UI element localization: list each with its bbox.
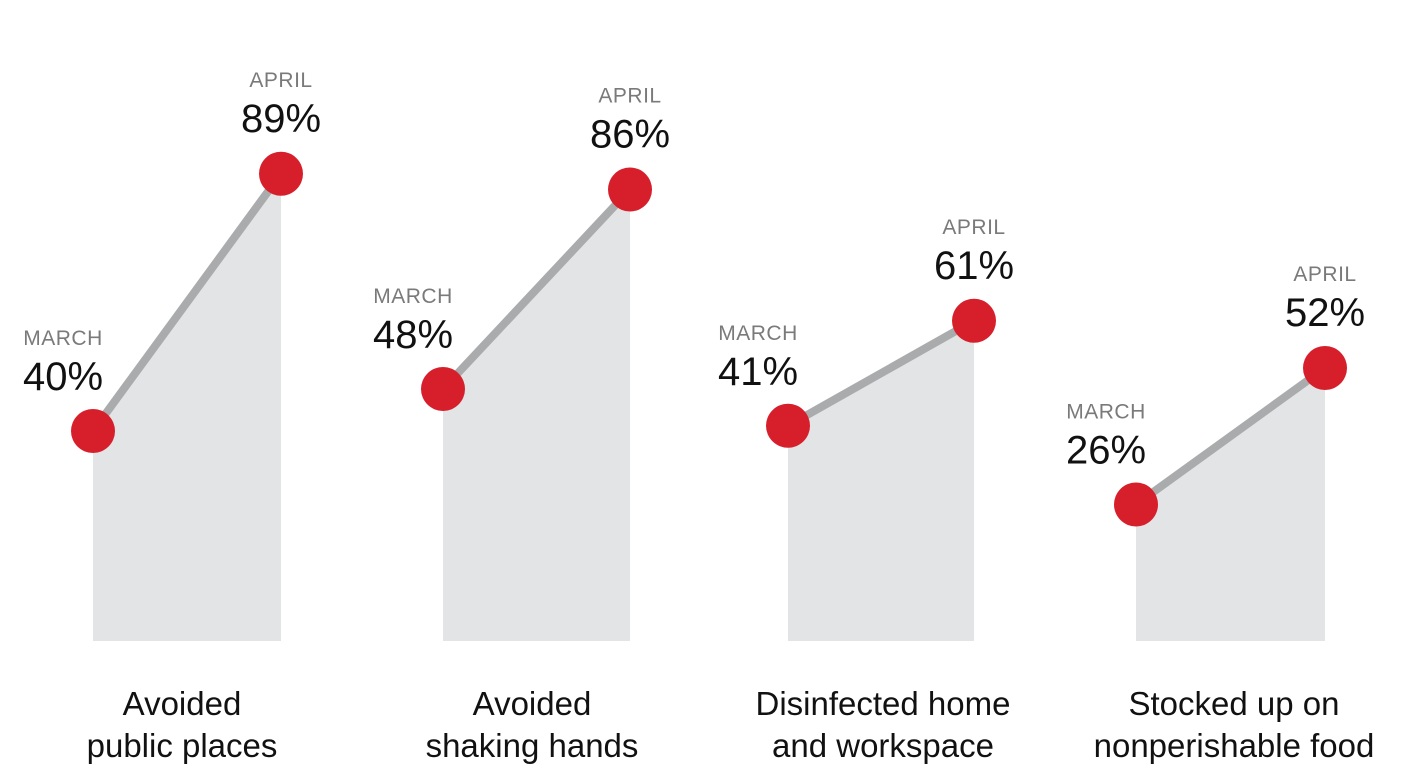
value-label-march: 40% bbox=[23, 355, 103, 399]
category-label-line: Stocked up on bbox=[1129, 685, 1340, 722]
period-label-march: MARCH bbox=[1066, 401, 1146, 424]
area-fill bbox=[1136, 368, 1325, 641]
period-label-april: APRIL bbox=[1293, 263, 1356, 286]
period-label-april: APRIL bbox=[598, 85, 661, 108]
category-label-line: public places bbox=[87, 727, 278, 764]
period-label-april: APRIL bbox=[942, 216, 1005, 239]
category-label-line: Avoided bbox=[123, 685, 242, 722]
category-label-line: and workspace bbox=[772, 727, 994, 764]
data-point-march bbox=[1114, 482, 1158, 527]
category-label-line: shaking hands bbox=[426, 727, 639, 764]
value-label-april: 86% bbox=[590, 113, 670, 157]
data-point-march bbox=[421, 367, 465, 411]
data-point-april bbox=[1303, 346, 1347, 390]
data-point-march bbox=[766, 403, 810, 448]
period-label-march: MARCH bbox=[23, 327, 103, 350]
area-fill bbox=[93, 173, 281, 641]
area-fill bbox=[443, 189, 630, 641]
data-point-april bbox=[952, 298, 996, 343]
category-label-line: Disinfected home bbox=[756, 685, 1011, 722]
period-label-march: MARCH bbox=[718, 322, 798, 345]
category-label-line: nonperishable food bbox=[1094, 727, 1375, 764]
value-label-april: 61% bbox=[934, 244, 1014, 288]
series-line bbox=[1132, 364, 1329, 509]
period-label-april: APRIL bbox=[249, 69, 312, 92]
data-point-april bbox=[259, 151, 303, 196]
series-line bbox=[439, 185, 634, 393]
value-label-march: 26% bbox=[1066, 429, 1146, 473]
series-line bbox=[89, 169, 285, 435]
period-label-march: MARCH bbox=[373, 285, 453, 308]
series-line bbox=[784, 316, 978, 430]
data-point-april bbox=[608, 167, 652, 212]
value-label-april: 52% bbox=[1285, 291, 1365, 335]
data-point-march bbox=[71, 409, 115, 453]
category-label-line: Avoided bbox=[473, 685, 592, 722]
value-label-april: 89% bbox=[241, 97, 321, 141]
value-label-march: 48% bbox=[373, 313, 453, 357]
value-label-march: 41% bbox=[718, 350, 798, 394]
